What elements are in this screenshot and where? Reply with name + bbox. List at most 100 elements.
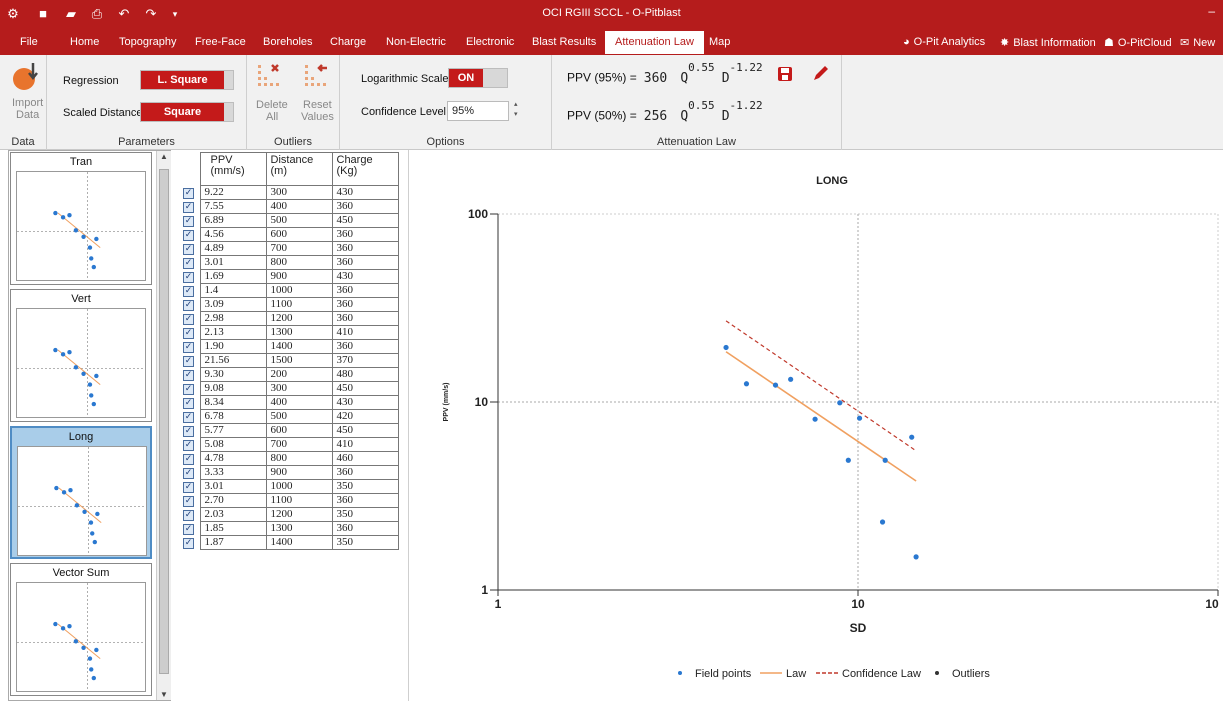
cell-distance[interactable]: 500 [265,409,333,424]
cell-ppv[interactable]: 4.56 [199,227,267,242]
cell-charge[interactable]: 360 [331,227,399,242]
cell-distance[interactable]: 1100 [265,493,333,508]
reset-values-button[interactable]: Reset Values [295,59,337,125]
cell-distance[interactable]: 900 [265,465,333,480]
table-row[interactable]: ✓ 3.09 1100 360 [178,297,399,312]
cell-distance[interactable]: 1500 [265,353,333,368]
table-row[interactable]: ✓ 2.13 1300 410 [178,325,399,340]
cell-charge[interactable]: 360 [331,521,399,536]
cell-distance[interactable]: 200 [265,367,333,382]
cell-charge[interactable]: 350 [331,535,399,550]
delete-all-button[interactable]: Delete All [251,59,291,125]
menu-boreholes[interactable]: Boreholes [263,36,313,48]
thumb-vector-sum[interactable]: Vector Sum [10,563,152,696]
col-charge[interactable]: Charge (Kg) [331,152,399,186]
table-row[interactable]: ✓ 1.87 1400 350 [178,535,399,550]
cell-distance[interactable]: 300 [265,185,333,200]
cell-charge[interactable]: 360 [331,339,399,354]
cell-charge[interactable]: 450 [331,423,399,438]
col-ppv[interactable]: PPV (mm/s) [199,152,267,186]
menu-free-face[interactable]: Free-Face [195,36,246,48]
cell-ppv[interactable]: 2.03 [199,507,267,522]
cell-charge[interactable]: 360 [331,493,399,508]
scaled-distance-dropdown[interactable]: Square [140,102,234,122]
cell-charge[interactable]: 480 [331,367,399,382]
row-checkbox[interactable]: ✓ [178,186,200,200]
confidence-level-input[interactable]: 95% [447,101,509,121]
thumb-tran[interactable]: Tran [10,152,152,285]
print-icon[interactable]: ⎙ [91,6,103,21]
cell-ppv[interactable]: 1.4 [199,283,267,298]
menu-home[interactable]: Home [70,36,100,48]
scroll-up-icon[interactable]: ▲ [160,152,168,161]
menu-map[interactable]: Map [709,36,731,48]
row-checkbox[interactable]: ✓ [178,536,200,550]
table-row[interactable]: ✓ 21.56 1500 370 [178,353,399,368]
scrollbar-thumb[interactable] [159,169,169,674]
cell-charge[interactable]: 410 [331,437,399,452]
scroll-down-icon[interactable]: ▼ [160,690,168,699]
cell-ppv[interactable]: 2.13 [199,325,267,340]
cell-charge[interactable]: 420 [331,409,399,424]
row-checkbox[interactable]: ✓ [178,396,200,410]
menu-file[interactable]: File [20,36,38,48]
row-checkbox[interactable]: ✓ [178,340,200,354]
save-icon[interactable]: ■ [39,6,47,21]
cell-ppv[interactable]: 5.08 [199,437,267,452]
quick-access-dropdown-icon[interactable]: ▾ [172,9,178,19]
menu-electronic[interactable]: Electronic [466,36,515,48]
minimize-button[interactable]: – [1208,4,1215,18]
cell-ppv[interactable]: 21.56 [199,353,267,368]
cell-distance[interactable]: 1300 [265,521,333,536]
confidence-level-spinner[interactable]: ▴ ▾ [514,101,518,118]
row-checkbox[interactable]: ✓ [178,256,200,270]
cell-ppv[interactable]: 1.69 [199,269,267,284]
col-distance[interactable]: Distance (m) [265,152,333,186]
table-row[interactable]: ✓ 5.08 700 410 [178,437,399,452]
row-checkbox[interactable]: ✓ [178,480,200,494]
menu-attenuation-law[interactable]: Attenuation Law [605,31,704,54]
cell-charge[interactable]: 430 [331,269,399,284]
cell-charge[interactable]: 410 [331,325,399,340]
row-checkbox[interactable]: ✓ [178,466,200,480]
cell-ppv[interactable]: 4.78 [199,451,267,466]
table-row[interactable]: ✓ 3.01 1000 350 [178,479,399,494]
row-checkbox[interactable]: ✓ [178,424,200,438]
log-scale-toggle[interactable]: ON [448,68,508,88]
cell-charge[interactable]: 370 [331,353,399,368]
table-row[interactable]: ✓ 1.4 1000 360 [178,283,399,298]
cell-charge[interactable]: 360 [331,283,399,298]
cell-ppv[interactable]: 4.89 [199,241,267,256]
table-row[interactable]: ✓ 4.89 700 360 [178,241,399,256]
undo-icon[interactable]: ↶ [118,6,130,21]
cell-distance[interactable]: 800 [265,451,333,466]
o-pitcloud-button[interactable]: ☗ O-PitCloud [1104,36,1172,49]
cell-distance[interactable]: 600 [265,423,333,438]
import-data-button[interactable]: Import Data [4,59,44,125]
table-row[interactable]: ✓ 6.89 500 450 [178,213,399,228]
table-row[interactable]: ✓ 2.98 1200 360 [178,311,399,326]
cell-distance[interactable]: 700 [265,437,333,452]
cell-charge[interactable]: 360 [331,311,399,326]
cell-charge[interactable]: 350 [331,479,399,494]
table-row[interactable]: ✓ 7.55 400 360 [178,199,399,214]
menu-charge[interactable]: Charge [330,36,367,48]
blast-information-button[interactable]: ✸ Blast Information [1000,36,1096,49]
table-row[interactable]: ✓ 3.01 800 360 [178,255,399,270]
redo-icon[interactable]: ↷ [145,6,157,21]
cell-distance[interactable]: 1100 [265,297,333,312]
cell-ppv[interactable]: 9.30 [199,367,267,382]
table-row[interactable]: ✓ 1.85 1300 360 [178,521,399,536]
cell-charge[interactable]: 430 [331,185,399,200]
table-row[interactable]: ✓ 2.70 1100 360 [178,493,399,508]
cell-ppv[interactable]: 3.09 [199,297,267,312]
table-row[interactable]: ✓ 9.08 300 450 [178,381,399,396]
cell-distance[interactable]: 400 [265,199,333,214]
cell-ppv[interactable]: 8.34 [199,395,267,410]
cell-charge[interactable]: 360 [331,465,399,480]
row-checkbox[interactable]: ✓ [178,354,200,368]
row-checkbox[interactable]: ✓ [178,326,200,340]
cell-ppv[interactable]: 1.85 [199,521,267,536]
table-row[interactable]: ✓ 1.90 1400 360 [178,339,399,354]
edit-law-icon[interactable] [810,64,830,84]
